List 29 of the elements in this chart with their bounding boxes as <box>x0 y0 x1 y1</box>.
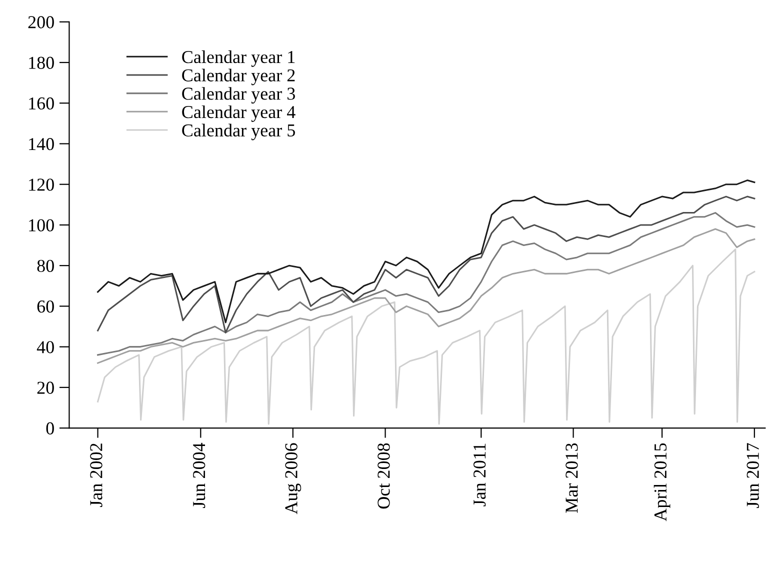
y-tick-label: 100 <box>29 219 54 232</box>
line-series <box>97 228 756 364</box>
y-tick-label: 60 <box>37 300 54 313</box>
legend-label: Calendar year 5 <box>182 124 295 140</box>
x-tick-label: Jan 2002 <box>90 444 102 507</box>
line-series <box>97 212 756 356</box>
line-series <box>97 248 756 425</box>
y-tick-label: 20 <box>37 382 54 394</box>
line-series <box>97 180 756 324</box>
y-tick-label: 200 <box>28 16 54 28</box>
y-tick-label: 120 <box>29 178 54 191</box>
x-tick-label: Aug 2006 <box>285 443 302 514</box>
legend-label: Calendar year 3 <box>182 87 295 104</box>
legend-label: Calendar year 4 <box>182 105 296 122</box>
line-series <box>97 196 756 334</box>
y-tick-label: 140 <box>29 138 54 150</box>
y-tick-label: 40 <box>36 341 54 354</box>
legend-label: Calendar year 2 <box>182 68 295 86</box>
x-tick-label: Mar 2013 <box>566 443 578 513</box>
legend-label: Calendar year 1 <box>182 50 295 67</box>
y-tick-label: 180 <box>29 56 54 69</box>
y-tick-label: 160 <box>29 97 54 110</box>
x-tick-label: Jan 2011 <box>473 444 486 506</box>
x-tick-label: Jun 2017 <box>746 443 759 508</box>
x-tick-label: Oct 2008 <box>378 443 390 509</box>
y-tick-label: 0 <box>46 422 54 434</box>
x-tick-label: April 2015 <box>654 443 670 522</box>
y-tick-label: 80 <box>37 260 54 272</box>
x-tick-label: Jun 2004 <box>192 442 206 508</box>
